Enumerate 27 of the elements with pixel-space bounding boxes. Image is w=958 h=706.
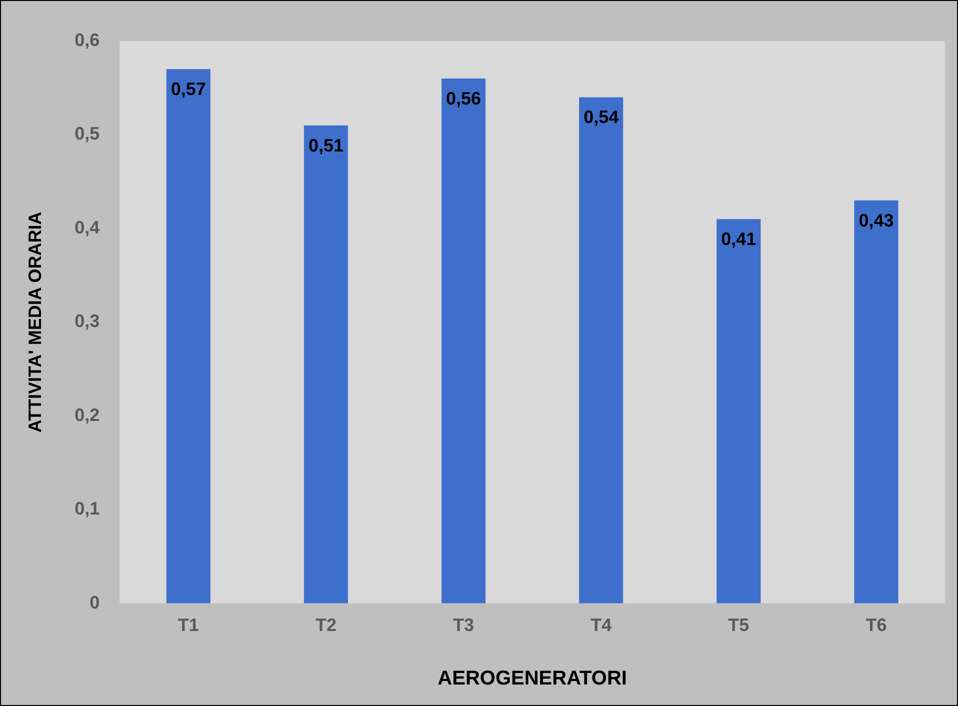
x-tick-label: T4 (590, 615, 612, 636)
bar (442, 78, 486, 604)
x-tick-label: T6 (866, 615, 887, 636)
y-tick-label: 0,3 (74, 311, 100, 332)
bar (166, 69, 210, 604)
x-tick-label: T2 (315, 615, 336, 636)
y-tick-label: 0,1 (74, 498, 100, 519)
bar (716, 219, 761, 604)
data-label: 0,54 (584, 107, 619, 128)
y-tick-label: 0,5 (74, 124, 100, 144)
bar (304, 125, 348, 604)
bar (854, 200, 898, 604)
y-tick-label: 0,4 (74, 217, 100, 238)
x-axis-title: AEROGENERATORI (438, 668, 627, 690)
y-tick-label: 0,2 (74, 404, 100, 425)
data-label: 0,56 (446, 88, 482, 108)
data-label: 0,51 (308, 135, 344, 156)
y-axis-title: ATTIVITA' MEDIA ORARIA (24, 212, 45, 433)
bar (579, 97, 624, 604)
x-tick-label: T3 (453, 615, 474, 636)
y-tick-label: 0,6 (74, 30, 100, 50)
data-label: 0,57 (170, 79, 206, 100)
data-label: 0,43 (858, 210, 894, 230)
y-tick-label: 0 (90, 592, 100, 612)
x-tick-label: T5 (728, 615, 750, 636)
data-label: 0,41 (721, 229, 756, 250)
x-tick-label: T1 (178, 615, 199, 636)
